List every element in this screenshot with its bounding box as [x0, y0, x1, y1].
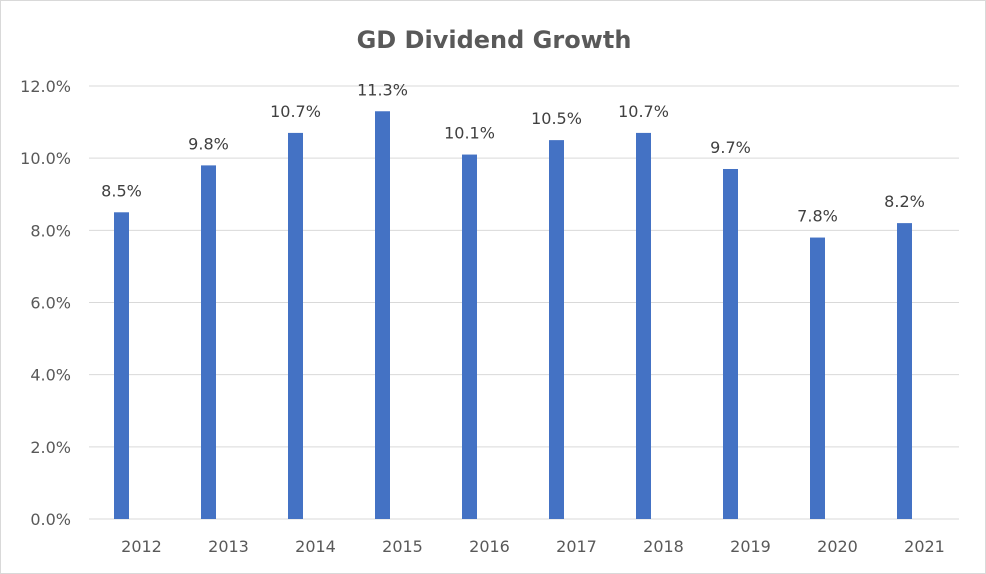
y-axis-ticks: 0.0% 2.0% 4.0% 6.0% 8.0% 10.0% 12.0%	[20, 77, 71, 529]
data-label: 10.7%	[270, 102, 321, 121]
y-tick-label: 0.0%	[30, 510, 71, 529]
bar	[288, 132, 303, 520]
gridlines	[89, 85, 959, 520]
x-tick-label: 2020	[817, 537, 858, 556]
bar	[723, 168, 738, 519]
y-tick-label: 4.0%	[30, 366, 71, 385]
y-tick-label: 10.0%	[20, 149, 71, 168]
bar	[549, 140, 564, 519]
x-tick-label: 2021	[904, 537, 945, 556]
data-label: 10.5%	[531, 109, 582, 128]
bar	[114, 212, 129, 519]
data-label: 8.5%	[101, 181, 142, 200]
data-label: 9.7%	[710, 138, 751, 157]
chart-title: GD Dividend Growth	[357, 26, 632, 54]
y-tick-label: 2.0%	[30, 438, 71, 457]
bar	[636, 132, 651, 520]
y-tick-label: 6.0%	[30, 294, 71, 313]
bars	[114, 111, 912, 520]
x-tick-label: 2019	[730, 537, 771, 556]
data-label: 10.1%	[444, 124, 495, 143]
bar	[810, 237, 825, 520]
x-tick-label: 2016	[469, 537, 510, 556]
data-label: 8.2%	[884, 192, 925, 211]
data-labels: 8.5% 9.8% 10.7% 11.3% 10.1% 10.5% 10.7% 9.7% 7.8…	[101, 80, 925, 225]
x-tick-label: 2013	[208, 537, 249, 556]
x-tick-label: 2015	[382, 537, 423, 556]
x-tick-label: 2018	[643, 537, 684, 556]
bar	[897, 223, 912, 519]
x-axis-ticks: 2012 2013 2014 2015 2016 2017 2018 2019 2020 2021	[121, 537, 945, 556]
bar	[375, 111, 390, 519]
bar	[201, 165, 216, 519]
bar	[462, 154, 477, 519]
x-tick-label: 2012	[121, 537, 162, 556]
data-label: 10.7%	[618, 102, 669, 121]
data-label: 11.3%	[357, 80, 408, 99]
y-tick-label: 12.0%	[20, 77, 71, 96]
x-tick-label: 2014	[295, 537, 336, 556]
data-label: 7.8%	[797, 207, 838, 226]
x-tick-label: 2017	[556, 537, 597, 556]
data-label: 9.8%	[188, 134, 229, 153]
y-tick-label: 8.0%	[30, 221, 71, 240]
